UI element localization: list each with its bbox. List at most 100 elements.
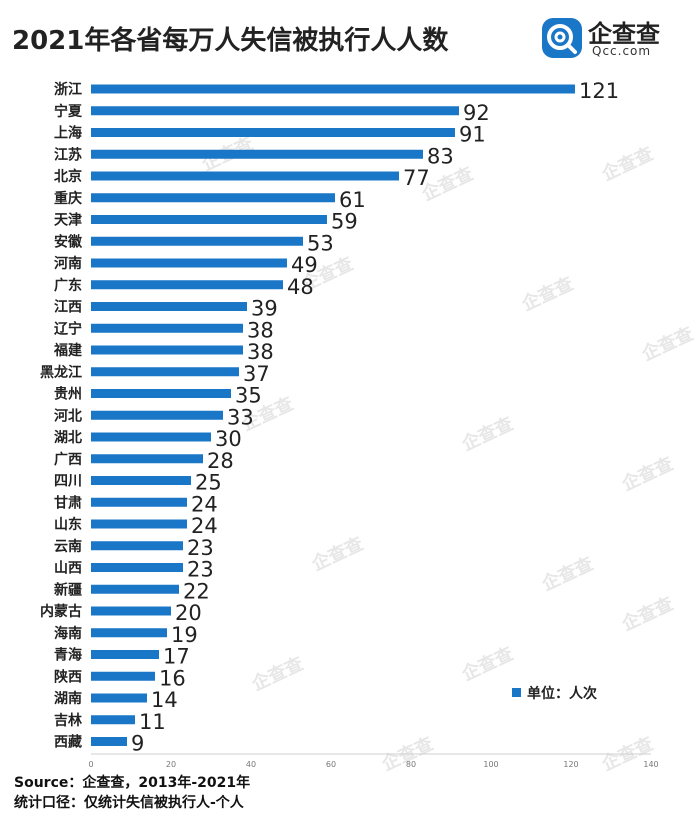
value-label: 11	[139, 710, 166, 734]
category-label: 河南	[54, 255, 82, 272]
category-label: 山西	[54, 561, 82, 577]
category-label: 西藏	[54, 734, 82, 751]
source-note: Source：企查查，2013年-2021年	[14, 775, 251, 791]
bar	[91, 541, 183, 551]
category-label: 内蒙古	[40, 603, 82, 620]
bar	[91, 345, 243, 355]
bar	[91, 171, 399, 181]
bar	[91, 410, 223, 420]
category-label: 广东	[54, 277, 82, 294]
value-label: 77	[403, 166, 430, 190]
bar	[91, 106, 459, 116]
category-label: 湖北	[54, 430, 82, 446]
category-label: 上海	[54, 125, 82, 142]
value-label: 24	[191, 514, 218, 538]
value-label: 17	[163, 645, 190, 669]
value-label: 35	[235, 384, 262, 408]
bar	[91, 671, 155, 681]
category-label: 重庆	[54, 190, 82, 207]
bar	[91, 323, 243, 333]
category-label: 贵州	[54, 386, 82, 403]
brand-name: 企查查	[588, 20, 660, 48]
brand-logo: 企查查 Qcc.com	[540, 8, 690, 68]
bar	[91, 389, 231, 398]
legend-label: 单位：人次	[527, 686, 597, 702]
category-label: 陕西	[54, 668, 82, 685]
value-label: 92	[463, 101, 490, 125]
value-label: 61	[339, 188, 366, 212]
bar	[91, 149, 423, 159]
bar	[91, 84, 575, 94]
x-tick-label: 100	[483, 760, 498, 769]
brand-domain: Qcc.com	[592, 44, 652, 58]
bar	[91, 606, 171, 616]
value-label: 25	[195, 471, 222, 495]
bar	[91, 236, 303, 246]
category-label: 云南	[54, 538, 82, 555]
category-label: 新疆	[54, 581, 82, 598]
bar	[91, 280, 283, 290]
qcc-logo-icon	[542, 18, 582, 58]
x-tick-label: 60	[326, 760, 336, 769]
value-label: 53	[307, 231, 334, 255]
category-label: 安徽	[54, 233, 83, 250]
bar	[91, 258, 287, 268]
value-label: 38	[247, 340, 274, 364]
category-label: 浙江	[54, 81, 82, 98]
bar-chart: 浙江 121 宁夏 92 上海 91 江苏 83 北京 77 重庆 61 天津 59 安徽 53 河南 49 广东 4…	[40, 79, 659, 769]
value-label: 59	[331, 210, 358, 234]
value-label: 22	[183, 579, 210, 603]
value-label: 38	[247, 318, 274, 342]
bar	[91, 650, 159, 659]
scope-note: 统计口径：仅统计失信被执行人-个人	[14, 795, 244, 811]
footer: Source：企查查，2013年-2021年 统计口径：仅统计失信被执行人-个人	[14, 773, 250, 813]
category-label: 青海	[54, 647, 82, 664]
bar	[91, 497, 187, 507]
category-label: 广西	[54, 451, 82, 468]
bar	[91, 563, 183, 572]
value-label: 23	[187, 558, 214, 582]
x-tick-label: 140	[643, 760, 658, 769]
value-label: 83	[427, 144, 454, 168]
chart-title: 2021年各省每万人失信被执行人人数	[12, 26, 449, 56]
bar	[91, 454, 203, 464]
category-label: 山东	[54, 516, 82, 533]
category-label: 黑龙江	[40, 364, 82, 381]
x-tick-label: 40	[246, 760, 256, 769]
value-label: 16	[159, 666, 186, 690]
bar	[91, 302, 247, 311]
category-label: 福建	[53, 342, 82, 359]
category-label: 甘肃	[54, 494, 82, 511]
value-label: 39	[251, 297, 278, 321]
x-tick-label: 80	[406, 760, 416, 769]
category-label: 江西	[54, 299, 82, 316]
category-label: 江苏	[54, 146, 82, 163]
category-label: 四川	[54, 474, 82, 490]
category-label: 辽宁	[54, 320, 82, 337]
bar	[91, 215, 327, 224]
x-tick-label: 20	[166, 760, 176, 769]
category-label: 河北	[54, 407, 82, 424]
value-label: 23	[187, 536, 214, 560]
bar	[91, 628, 167, 638]
category-label: 湖南	[54, 690, 82, 707]
value-label: 28	[207, 449, 234, 473]
x-tick-label: 0	[88, 760, 93, 769]
value-label: 24	[191, 492, 218, 516]
legend-swatch	[512, 688, 521, 697]
value-label: 121	[579, 79, 619, 103]
category-label: 吉林	[54, 712, 82, 729]
bar	[91, 476, 191, 485]
category-label: 海南	[54, 625, 82, 642]
value-label: 9	[131, 732, 144, 756]
category-label: 天津	[54, 212, 82, 229]
value-label: 91	[459, 123, 486, 147]
bar	[91, 519, 187, 529]
value-label: 30	[215, 427, 242, 451]
bar	[91, 737, 127, 746]
bar	[91, 693, 147, 703]
x-tick-label: 120	[563, 760, 578, 769]
value-label: 20	[175, 601, 202, 625]
bar	[91, 128, 455, 137]
value-label: 49	[291, 253, 318, 277]
